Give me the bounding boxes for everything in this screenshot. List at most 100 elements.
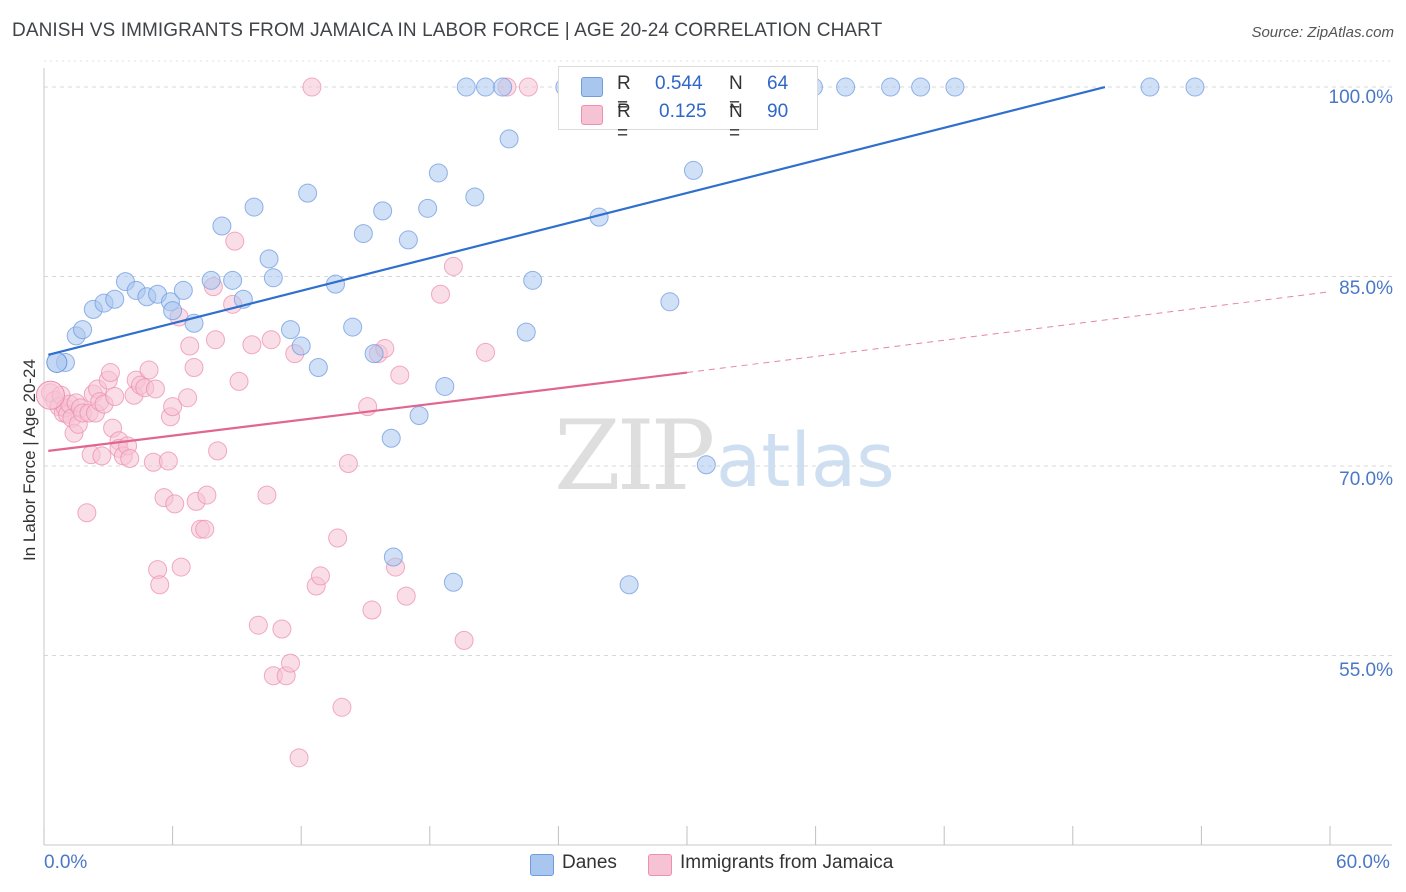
jamaica-point-66 — [272, 619, 292, 639]
jamaica-point-45 — [165, 494, 185, 514]
danes-point-18 — [244, 197, 264, 217]
danes-point-44 — [523, 270, 543, 290]
danes-r-label: R = — [617, 73, 631, 116]
danes-point-27 — [353, 224, 373, 244]
jamaica-point-14 — [77, 503, 97, 523]
x-tick-label-min: 0.0% — [44, 852, 88, 873]
danes-point-21 — [280, 320, 300, 340]
jamaica-point-70 — [289, 748, 309, 768]
jamaica-r-label: R = — [617, 101, 631, 144]
jamaica-point-24 — [100, 363, 120, 383]
jamaica-point-47 — [171, 557, 191, 577]
danes-point-20 — [263, 268, 283, 288]
danes-trend-line — [48, 85, 1106, 356]
danes-point-23 — [298, 183, 318, 203]
danes-point-49 — [619, 575, 639, 595]
danes-point-31 — [383, 547, 403, 567]
y-tick-label-100: 100.0% — [1328, 87, 1393, 108]
jamaica-point-60 — [229, 371, 249, 391]
jamaica-point-40 — [150, 575, 170, 595]
stats-box: R = 0.544 N = 64 R = 0.125 N = 90 — [558, 66, 818, 144]
source-note: Source: ZipAtlas.com — [1251, 24, 1394, 41]
danes-point-14 — [201, 270, 221, 290]
danes-r-value: 0.544 — [655, 73, 703, 94]
jamaica-point-36 — [139, 360, 159, 380]
jamaica-n-value: 90 — [767, 101, 789, 122]
jamaica-point-44 — [163, 397, 183, 417]
jamaica-point-57 — [208, 441, 228, 461]
danes-point-15 — [212, 216, 232, 236]
danes-point-30 — [381, 428, 401, 448]
y-tick-label-85: 85.0% — [1339, 278, 1393, 299]
chart-title: DANISH VS IMMIGRANTS FROM JAMAICA IN LAB… — [12, 20, 883, 41]
jamaica-trend-line — [48, 371, 688, 452]
jamaica-point-85 — [443, 256, 463, 276]
danes-point-33 — [409, 405, 429, 425]
legend-danes-label: Danes — [562, 852, 617, 873]
legend-danes-swatch — [530, 854, 554, 876]
danes-point-24 — [308, 357, 328, 377]
jamaica-point-42 — [158, 451, 178, 471]
jamaica-point-61 — [242, 335, 262, 355]
jamaica-swatch — [581, 105, 603, 125]
danes-point-34 — [418, 198, 438, 218]
watermark-zip: ZIP — [554, 400, 715, 512]
danes-point-12 — [173, 280, 193, 300]
y-tick-label-70: 70.0% — [1339, 469, 1393, 490]
jamaica-point-84 — [431, 284, 451, 304]
danes-n-value: 64 — [767, 73, 789, 94]
jamaica-point-76 — [338, 454, 358, 474]
danes-point-54 — [683, 160, 703, 180]
danes-point-40 — [476, 77, 496, 97]
danes-swatch — [581, 77, 603, 97]
y-axis-label: In Labor Force | Age 20-24 — [20, 359, 39, 561]
jamaica-point-68 — [280, 653, 300, 673]
jamaica-point-71 — [302, 77, 322, 97]
jamaica-point-59 — [225, 231, 245, 251]
danes-point-32 — [398, 230, 418, 250]
danes-point-43 — [516, 322, 536, 342]
danes-n-label: N = — [729, 73, 743, 116]
danes-point-63 — [1185, 77, 1205, 97]
danes-point-29 — [373, 201, 393, 221]
jamaica-point-75 — [332, 697, 352, 717]
jamaica-point-82 — [390, 365, 410, 385]
jamaica-point-89 — [518, 77, 538, 97]
danes-point-58 — [836, 77, 856, 97]
jamaica-point-63 — [257, 485, 277, 505]
danes-point-11 — [163, 301, 183, 321]
legend-jamaica-label: Immigrants from Jamaica — [680, 852, 894, 873]
jamaica-point-74 — [328, 528, 348, 548]
x-tick-label-max: 60.0% — [1336, 852, 1390, 873]
jamaica-trend-extension — [686, 291, 1331, 374]
danes-point-35 — [428, 163, 448, 183]
danes-point-60 — [911, 77, 931, 97]
jamaica-point-31 — [120, 448, 140, 468]
danes-point-36 — [435, 376, 455, 396]
jamaica-point-26 — [105, 387, 125, 407]
jamaica-point-38 — [145, 379, 165, 399]
y-tick-label-55: 55.0% — [1339, 660, 1393, 681]
jamaica-point-50 — [184, 357, 204, 377]
danes-point-39 — [465, 187, 485, 207]
danes-point-38 — [456, 77, 476, 97]
danes-point-55 — [696, 455, 716, 475]
jamaica-point-62 — [248, 615, 268, 635]
jamaica-point-21 — [92, 446, 112, 466]
danes-point-28 — [364, 344, 384, 364]
danes-point-2 — [73, 320, 93, 340]
danes-point-41 — [493, 77, 513, 97]
danes-point-42 — [499, 129, 519, 149]
danes-point-19 — [259, 249, 279, 269]
jamaica-point-54 — [197, 485, 217, 505]
watermark-atlas: atlas — [716, 418, 895, 504]
jamaica-point-64 — [261, 330, 281, 350]
danes-point-37 — [443, 572, 463, 592]
danes-point-16 — [223, 270, 243, 290]
danes-point-61 — [945, 77, 965, 97]
danes-point-22 — [291, 336, 311, 356]
jamaica-point-56 — [205, 330, 225, 350]
legend-jamaica-swatch — [648, 854, 672, 876]
jamaica-point-86 — [454, 630, 474, 650]
